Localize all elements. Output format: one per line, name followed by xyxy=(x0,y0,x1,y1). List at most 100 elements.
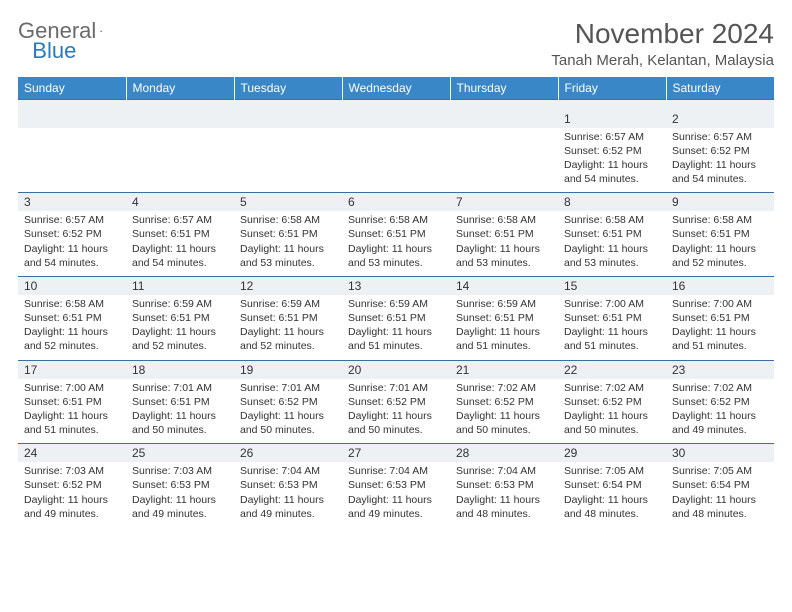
week-number-row: 17181920212223 xyxy=(18,360,774,379)
day-number: 3 xyxy=(18,193,126,212)
day-cell: Sunrise: 7:04 AMSunset: 6:53 PMDaylight:… xyxy=(234,462,342,527)
day-info-line: Sunset: 6:51 PM xyxy=(240,227,336,241)
day-info-line: Sunset: 6:52 PM xyxy=(24,478,120,492)
day-info-line: Sunrise: 7:04 AM xyxy=(348,464,444,478)
day-info-line: Sunrise: 7:01 AM xyxy=(240,381,336,395)
day-info-line: Daylight: 11 hours and 52 minutes. xyxy=(240,325,336,353)
day-cell: Sunrise: 7:04 AMSunset: 6:53 PMDaylight:… xyxy=(450,462,558,527)
calendar-table: SundayMondayTuesdayWednesdayThursdayFrid… xyxy=(18,77,774,527)
day-info-line: Sunset: 6:52 PM xyxy=(24,227,120,241)
day-info-line: Sunrise: 6:58 AM xyxy=(456,213,552,227)
week-number-row: 12 xyxy=(18,110,774,128)
day-info-line: Daylight: 11 hours and 49 minutes. xyxy=(132,493,228,521)
day-number: 4 xyxy=(126,193,234,212)
day-info-line: Sunset: 6:51 PM xyxy=(132,311,228,325)
day-info-line: Sunset: 6:51 PM xyxy=(132,395,228,409)
day-info-line: Sunset: 6:51 PM xyxy=(132,227,228,241)
day-info-line: Sunrise: 6:57 AM xyxy=(564,130,660,144)
day-number: 29 xyxy=(558,444,666,463)
day-info-line: Daylight: 11 hours and 49 minutes. xyxy=(672,409,768,437)
day-number: 12 xyxy=(234,276,342,295)
day-info-line: Sunrise: 7:02 AM xyxy=(672,381,768,395)
day-info-line: Sunrise: 7:00 AM xyxy=(564,297,660,311)
day-number: 20 xyxy=(342,360,450,379)
week-content-row: Sunrise: 7:03 AM Sunset: 6:52 PM Daylight:… xyxy=(18,462,774,527)
day-info-line: Daylight: 11 hours and 49 minutes. xyxy=(240,493,336,521)
day-number: 2 xyxy=(666,110,774,128)
day-info-line: Sunset: 6:51 PM xyxy=(672,227,768,241)
day-cell xyxy=(18,128,126,193)
day-info-line: Sunset: 6:51 PM xyxy=(24,311,120,325)
day-number: 11 xyxy=(126,276,234,295)
header-row: General Blue November 2024 Tanah Merah, … xyxy=(18,18,774,69)
title-block: November 2024 Tanah Merah, Kelantan, Mal… xyxy=(551,18,774,69)
day-info-line: Daylight: 11 hours and 52 minutes. xyxy=(672,242,768,270)
day-number: 28 xyxy=(450,444,558,463)
day-info-line: Sunset: 6:52 PM xyxy=(348,395,444,409)
day-info-line: Daylight: 11 hours and 48 minutes. xyxy=(564,493,660,521)
day-cell: Sunrise: 6:58 AMSunset: 6:51 PMDaylight:… xyxy=(666,211,774,276)
day-number: 5 xyxy=(234,193,342,212)
day-info-line: Sunset: 6:53 PM xyxy=(456,478,552,492)
week-content-row: Sunrise: 6:58 AMSunset: 6:51 PMDaylight:… xyxy=(18,295,774,360)
day-info-line: Daylight: 11 hours and 54 minutes. xyxy=(564,158,660,186)
day-info-line: Daylight: 11 hours and 51 minutes. xyxy=(456,325,552,353)
week-content-row: Sunrise: 7:00 AM Sunset: 6:51 PM Daylight:… xyxy=(18,379,774,444)
day-info-line: Daylight: 11 hours and 52 minutes. xyxy=(24,325,120,353)
day-info-line: Sunset: 6:51 PM xyxy=(672,311,768,325)
day-info-line: Sunrise: 7:02 AM xyxy=(456,381,552,395)
day-info-line: Daylight: 11 hours and 50 minutes. xyxy=(240,409,336,437)
day-info-line: Daylight: 11 hours and 53 minutes. xyxy=(456,242,552,270)
day-info-line: Sunset: 6:52 PM xyxy=(672,144,768,158)
day-number xyxy=(450,110,558,128)
day-cell: Sunrise: 6:58 AMSunset: 6:51 PMDaylight:… xyxy=(450,211,558,276)
day-header: Friday xyxy=(558,77,666,100)
day-cell: Sunrise: 6:59 AMSunset: 6:51 PMDaylight:… xyxy=(234,295,342,360)
day-number: 17 xyxy=(18,360,126,379)
day-info-line: Daylight: 11 hours and 49 minutes. xyxy=(348,493,444,521)
day-info-line: Sunrise: 6:59 AM xyxy=(240,297,336,311)
day-info-line: Sunrise: 6:59 AM xyxy=(132,297,228,311)
day-number: 30 xyxy=(666,444,774,463)
day-info-line: Daylight: 11 hours and 51 minutes. xyxy=(672,325,768,353)
day-info-line: Daylight: 11 hours and 54 minutes. xyxy=(132,242,228,270)
day-cell: Sunrise: 7:02 AMSunset: 6:52 PMDaylight:… xyxy=(558,379,666,444)
day-info-line: Sunrise: 6:59 AM xyxy=(456,297,552,311)
day-cell: Sunrise: 6:58 AMSunset: 6:51 PMDaylight:… xyxy=(558,211,666,276)
day-number: 13 xyxy=(342,276,450,295)
day-info-line: Sunset: 6:52 PM xyxy=(564,395,660,409)
day-cell: Sunrise: 7:03 AMSunset: 6:52 PMDaylight:… xyxy=(18,462,126,527)
day-number: 9 xyxy=(666,193,774,212)
day-info-line: Sunrise: 7:05 AM xyxy=(564,464,660,478)
day-number xyxy=(126,110,234,128)
day-info-line: Daylight: 11 hours and 53 minutes. xyxy=(564,242,660,270)
day-info-line: Sunrise: 7:04 AM xyxy=(240,464,336,478)
day-header: Thursday xyxy=(450,77,558,100)
day-number: 16 xyxy=(666,276,774,295)
day-cell: Sunrise: 7:01 AMSunset: 6:52 PMDaylight:… xyxy=(342,379,450,444)
day-info-line: Sunrise: 6:58 AM xyxy=(24,297,120,311)
day-info-line: Sunset: 6:52 PM xyxy=(240,395,336,409)
day-info-line: Sunset: 6:54 PM xyxy=(564,478,660,492)
month-title: November 2024 xyxy=(551,18,774,50)
day-number: 8 xyxy=(558,193,666,212)
day-number xyxy=(18,110,126,128)
day-cell: Sunrise: 6:57 AMSunset: 6:51 PMDaylight:… xyxy=(126,211,234,276)
day-info-line: Sunrise: 6:58 AM xyxy=(672,213,768,227)
day-info-line: Sunrise: 6:57 AM xyxy=(132,213,228,227)
day-info-line: Sunset: 6:53 PM xyxy=(132,478,228,492)
week-content-row: Sunrise: 6:57 AM Sunset: 6:52 PM Daylight:… xyxy=(18,128,774,193)
day-info-line: Sunset: 6:51 PM xyxy=(456,227,552,241)
day-number: 25 xyxy=(126,444,234,463)
day-info-line: Sunrise: 7:02 AM xyxy=(564,381,660,395)
day-cell: Sunrise: 7:05 AMSunset: 6:54 PMDaylight:… xyxy=(666,462,774,527)
day-cell: Sunrise: 6:59 AMSunset: 6:51 PMDaylight:… xyxy=(342,295,450,360)
day-cell: Sunrise: 7:01 AMSunset: 6:52 PMDaylight:… xyxy=(234,379,342,444)
day-cell: Sunrise: 6:57 AMSunset: 6:52 PMDaylight:… xyxy=(666,128,774,193)
day-info-line: Sunrise: 7:03 AM xyxy=(132,464,228,478)
day-info-line: Sunset: 6:51 PM xyxy=(348,311,444,325)
day-info-line: Sunset: 6:53 PM xyxy=(348,478,444,492)
day-info-line: Sunrise: 7:00 AM xyxy=(24,381,120,395)
day-info-line: Sunset: 6:51 PM xyxy=(564,311,660,325)
day-number xyxy=(342,110,450,128)
